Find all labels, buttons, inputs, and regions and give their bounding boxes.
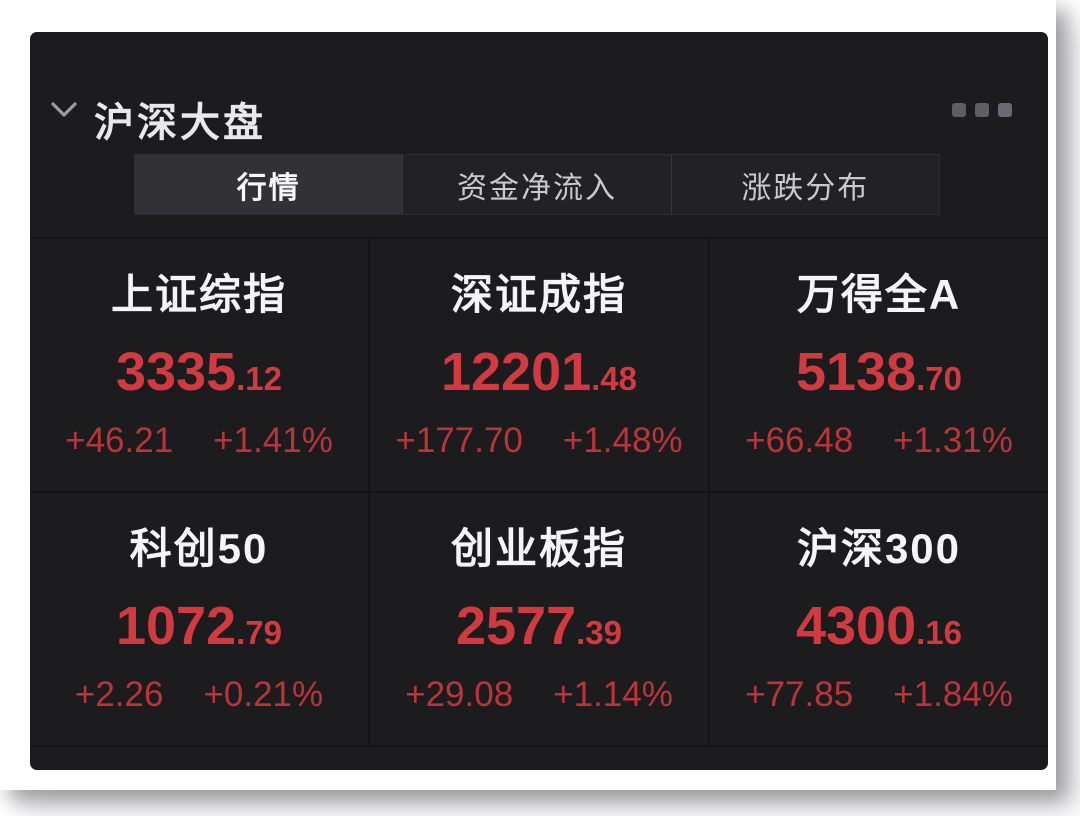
value-integer: 12201: [440, 341, 592, 402]
index-name: 上证综指: [110, 271, 287, 319]
index-change-row: +29.08 +1.14%: [405, 677, 673, 712]
dot-icon: [975, 103, 989, 117]
change-percent: +1.41%: [213, 420, 333, 460]
change-amount: +2.26: [74, 674, 164, 714]
index-name: 万得全A: [796, 271, 962, 319]
change-percent: +1.14%: [553, 674, 673, 714]
more-menu-button[interactable]: [952, 103, 1012, 119]
index-card[interactable]: 创业板指 2577 .39 +29.08 +1.14%: [370, 493, 708, 745]
change-amount: +46.21: [65, 420, 174, 460]
tab-bar: 行情 资金净流入 涨跌分布: [134, 154, 940, 215]
change-amount: +29.08: [405, 674, 514, 714]
dot-icon: [952, 103, 966, 117]
index-value: 3335 .12: [116, 345, 282, 399]
index-change-row: +66.48 +1.31%: [745, 423, 1013, 458]
market-panel: 沪深大盘 行情 资金净流入 涨跌分布 上证综指 3335 .12 +46.21: [30, 32, 1048, 770]
index-value: 1072 .79: [116, 599, 282, 653]
change-percent: +0.21%: [203, 674, 324, 714]
value-integer: 2577: [455, 595, 577, 656]
value-fraction: .79: [236, 613, 282, 651]
tab-net-inflow[interactable]: 资金净流入: [402, 155, 670, 214]
index-value: 4300 .16: [796, 599, 962, 653]
value-integer: 4300: [795, 595, 917, 656]
index-card[interactable]: 上证综指 3335 .12 +46.21 +1.41%: [30, 239, 368, 491]
index-change-row: +2.26 +0.21%: [75, 677, 323, 712]
value-fraction: .12: [236, 359, 282, 397]
panel-header: 沪深大盘: [30, 32, 1048, 154]
tab-updown-distribution[interactable]: 涨跌分布: [670, 155, 939, 214]
index-card[interactable]: 沪深300 4300 .16 +77.85 +1.84%: [710, 493, 1048, 745]
index-value: 12201 .48: [441, 345, 637, 399]
change-amount: +66.48: [745, 420, 854, 460]
page-sheet: 沪深大盘 行情 资金净流入 涨跌分布 上证综指 3335 .12 +46.21: [30, 32, 1048, 770]
change-percent: +1.48%: [562, 420, 683, 460]
index-name: 创业板指: [450, 525, 627, 573]
change-amount: +77.85: [745, 674, 854, 714]
collapse-toggle[interactable]: [50, 98, 78, 122]
index-change-row: +177.70 +1.48%: [395, 423, 682, 458]
change-percent: +1.84%: [893, 674, 1013, 714]
panel-title: 沪深大盘: [94, 101, 266, 145]
index-name: 沪深300: [796, 525, 962, 573]
value-fraction: .70: [916, 359, 962, 397]
index-grid: 上证综指 3335 .12 +46.21 +1.41% 深证成指 12201 .…: [30, 237, 1048, 747]
index-card[interactable]: 深证成指 12201 .48 +177.70 +1.48%: [370, 239, 708, 491]
value-fraction: .16: [916, 613, 962, 651]
index-card[interactable]: 科创50 1072 .79 +2.26 +0.21%: [30, 493, 368, 745]
index-name: 深证成指: [450, 271, 627, 319]
index-change-row: +77.85 +1.84%: [745, 677, 1013, 712]
change-percent: +1.31%: [893, 420, 1013, 460]
value-fraction: .39: [576, 613, 622, 651]
dot-icon: [998, 103, 1012, 117]
value-fraction: .48: [591, 359, 638, 397]
index-card[interactable]: 万得全A 5138 .70 +66.48 +1.31%: [710, 239, 1048, 491]
index-value: 5138 .70: [796, 345, 962, 399]
value-integer: 3335: [115, 341, 237, 402]
index-name: 科创50: [129, 525, 269, 573]
value-integer: 5138: [795, 341, 917, 402]
index-change-row: +46.21 +1.41%: [65, 423, 333, 458]
tab-quotes[interactable]: 行情: [135, 155, 403, 214]
value-integer: 1072: [115, 595, 237, 656]
index-value: 2577 .39: [456, 599, 622, 653]
change-amount: +177.70: [395, 420, 523, 460]
chevron-down-icon: [51, 102, 77, 117]
